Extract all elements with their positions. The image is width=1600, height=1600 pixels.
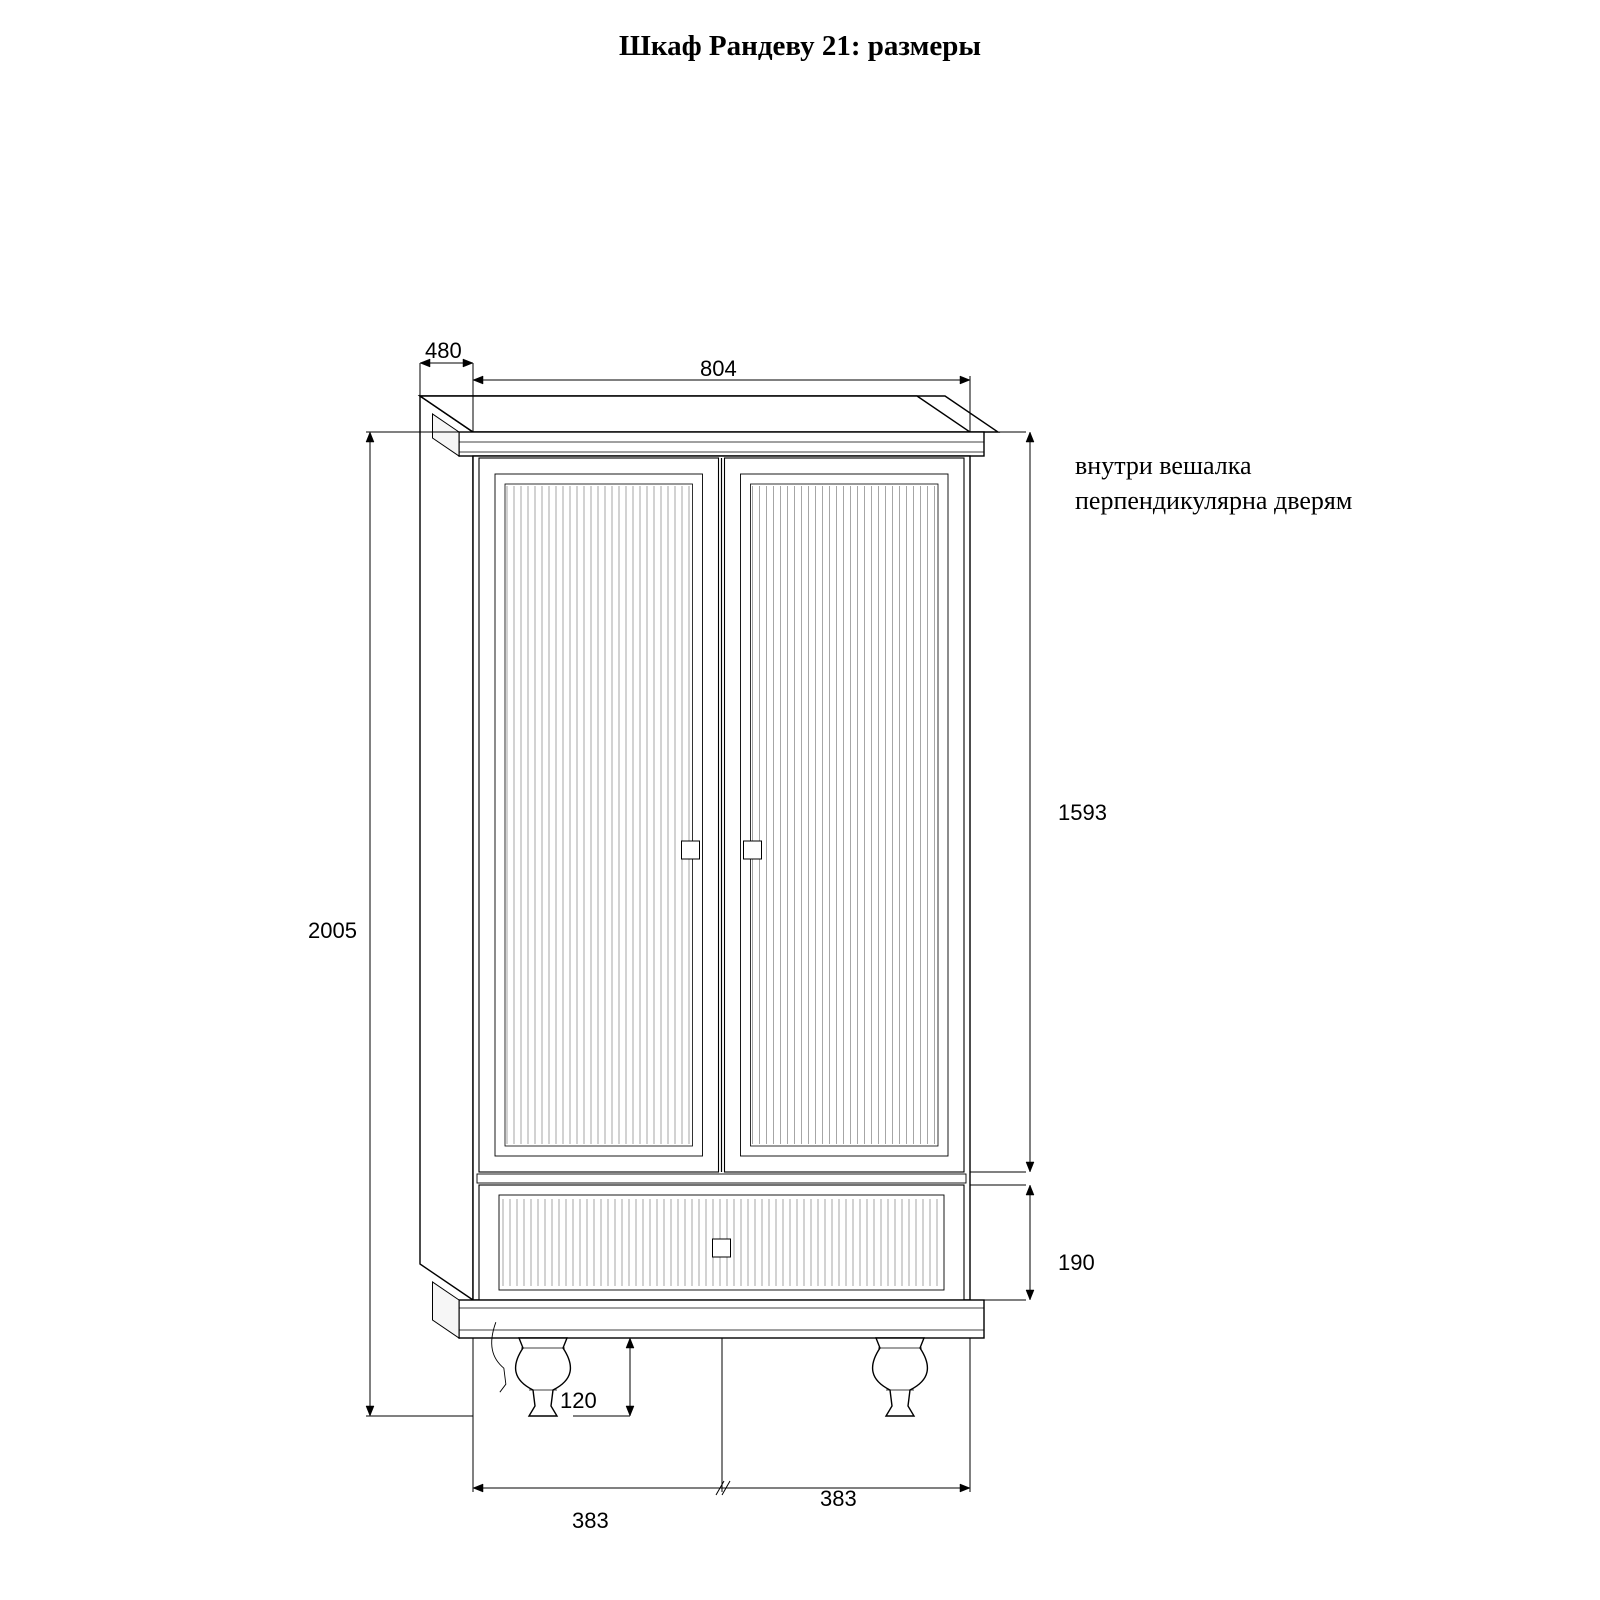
dim-height-total-label: 2005 — [308, 918, 357, 944]
dim-width-label: 804 — [700, 356, 737, 382]
dim-drawer-height-label: 190 — [1058, 1250, 1095, 1276]
dim-leg-height-label: 120 — [560, 1388, 597, 1414]
technical-drawing — [0, 0, 1600, 1600]
interior-note-line2: перпендикулярна дверям — [1075, 486, 1352, 515]
dim-half-width-left: 383 — [572, 1508, 609, 1534]
dim-half-width-right: 383 — [820, 1486, 857, 1512]
interior-note: внутри вешалка перпендикулярна дверям — [1075, 448, 1352, 518]
interior-note-line1: внутри вешалка — [1075, 451, 1252, 480]
dim-doors-height-label: 1593 — [1058, 800, 1107, 826]
dim-depth-label: 480 — [425, 338, 462, 364]
